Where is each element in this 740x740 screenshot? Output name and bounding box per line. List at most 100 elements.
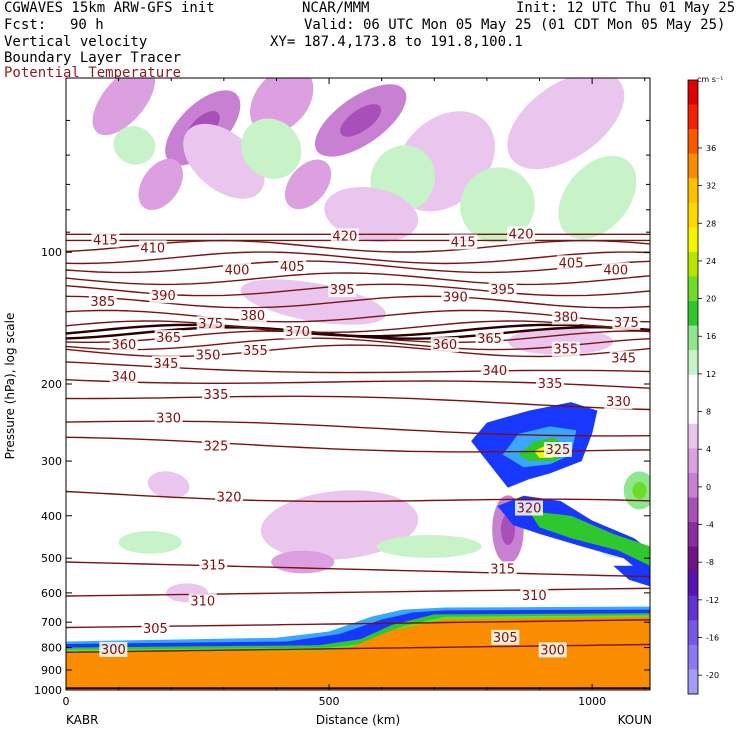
y-tick-label: 800 — [41, 642, 62, 655]
theta-label: 345 — [611, 352, 636, 367]
theta-label-bg — [328, 282, 357, 298]
field-boundary-layer-tracer: Boundary Layer Tracer — [4, 50, 182, 66]
theta-label-bg — [475, 331, 504, 347]
colorbar-swatch — [688, 350, 698, 376]
colorbar-swatch — [688, 595, 698, 621]
theta-label: 350 — [196, 348, 221, 363]
colorbar-label: -4 — [706, 521, 714, 530]
theta-label: 355 — [553, 343, 578, 358]
theta-label: 405 — [559, 256, 584, 271]
w-area — [558, 155, 637, 240]
theta-label-bg — [215, 489, 244, 505]
theta-contour-405 — [66, 251, 650, 265]
colorbar-swatch — [688, 522, 698, 548]
theta-label-bg — [449, 234, 478, 250]
theta-label: 365 — [156, 331, 181, 346]
theta-label: 300 — [101, 643, 126, 658]
colorbar-swatch — [688, 129, 698, 155]
theta-label-bg — [538, 642, 567, 658]
w-area — [271, 550, 335, 574]
model-title: CGWAVES 15km ARW-GFS init — [4, 0, 215, 16]
theta-label: 345 — [154, 357, 179, 372]
colorbar-label: -12 — [706, 596, 719, 605]
w-area — [324, 187, 419, 242]
theta-label-bg — [543, 441, 572, 457]
y-tick-label: 300 — [41, 455, 62, 468]
theta-label-bg — [536, 376, 565, 391]
theta-contour-335 — [66, 395, 650, 411]
theta-label: 335 — [204, 388, 229, 403]
theta-label: 305 — [493, 631, 518, 646]
field-vertical-velocity: Vertical velocity — [4, 34, 148, 50]
theta-label: 320 — [517, 502, 542, 517]
theta-contour-315 — [66, 561, 650, 578]
theta-label-bg — [612, 314, 641, 330]
theta-label: 410 — [140, 241, 165, 256]
colorbar-swatch — [688, 325, 698, 351]
colorbar-swatch — [688, 80, 698, 106]
colorbar-label: 4 — [706, 445, 711, 454]
theta-label: 420 — [332, 229, 357, 244]
y-axis-title: Pressure (hPa), log scale — [3, 313, 17, 460]
w-area — [147, 471, 190, 499]
theta-label: 395 — [490, 283, 515, 298]
w-area — [376, 535, 482, 558]
theta-contour-370 — [66, 323, 650, 338]
colorbar-swatch — [688, 374, 698, 400]
org-label: NCAR/MMM — [302, 0, 370, 16]
theta-contour-400 — [66, 260, 650, 274]
x-tick-label: 500 — [319, 695, 340, 708]
w-area — [92, 78, 156, 136]
w-area — [113, 126, 156, 165]
colorbar-swatch — [688, 669, 698, 695]
theta-contour-395 — [66, 272, 650, 286]
theta-label-bg — [491, 629, 520, 645]
init-time: Init: 12 UTC Thu 01 May 25 — [516, 0, 736, 16]
theta-label: 380 — [553, 311, 578, 326]
theta-label: 390 — [151, 289, 176, 304]
theta-label-bg — [430, 337, 459, 353]
colorbar-swatch — [688, 153, 698, 179]
theta-label: 355 — [243, 344, 268, 359]
theta-label: 375 — [198, 317, 223, 332]
theta-label: 400 — [225, 263, 250, 278]
colorbar-swatch — [688, 399, 698, 425]
theta-label: 315 — [201, 559, 226, 574]
theta-label: 365 — [477, 332, 502, 347]
theta-label: 320 — [217, 490, 242, 505]
theta-label-bg — [441, 289, 470, 305]
theta-label-bg — [278, 258, 307, 274]
tracer-tongue-inner — [529, 511, 650, 566]
theta-label-bg — [507, 226, 536, 242]
w-area — [507, 78, 625, 170]
colorbar-swatch — [688, 227, 698, 253]
right-station-label: KOUN — [618, 713, 652, 727]
colorbar-swatch — [688, 301, 698, 327]
theta-label: 335 — [538, 377, 563, 392]
colorbar-label: 16 — [706, 332, 716, 341]
x-tick-label: 1000 — [578, 695, 606, 708]
theta-label: 305 — [143, 622, 168, 637]
y-tick-label: 200 — [41, 378, 62, 391]
theta-label: 310 — [522, 589, 547, 604]
theta-label-bg — [109, 369, 138, 385]
theta-label: 395 — [330, 283, 355, 298]
theta-label-bg — [138, 240, 167, 256]
colorbar-unit-label: cm s⁻¹ — [697, 75, 723, 84]
theta-label-bg — [557, 255, 586, 271]
theta-label-bg — [488, 561, 517, 577]
theta-label-bg — [201, 438, 230, 454]
theta-label: 400 — [603, 263, 628, 278]
theta-contour-320 — [66, 490, 650, 503]
theta-label-bg — [194, 347, 223, 363]
field-potential-temperature: Potential Temperature — [4, 65, 182, 81]
colorbar-swatch — [688, 571, 698, 597]
w-area — [240, 279, 386, 325]
colorbar-label: 12 — [706, 370, 716, 379]
colorbar: 36 32 28 24 20 16 12 8 4 0 -4 -8 -12 -16 -20 — [687, 79, 719, 695]
theta-label-bg — [241, 342, 270, 358]
colorbar-frame — [687, 79, 699, 695]
w-area — [284, 159, 332, 210]
